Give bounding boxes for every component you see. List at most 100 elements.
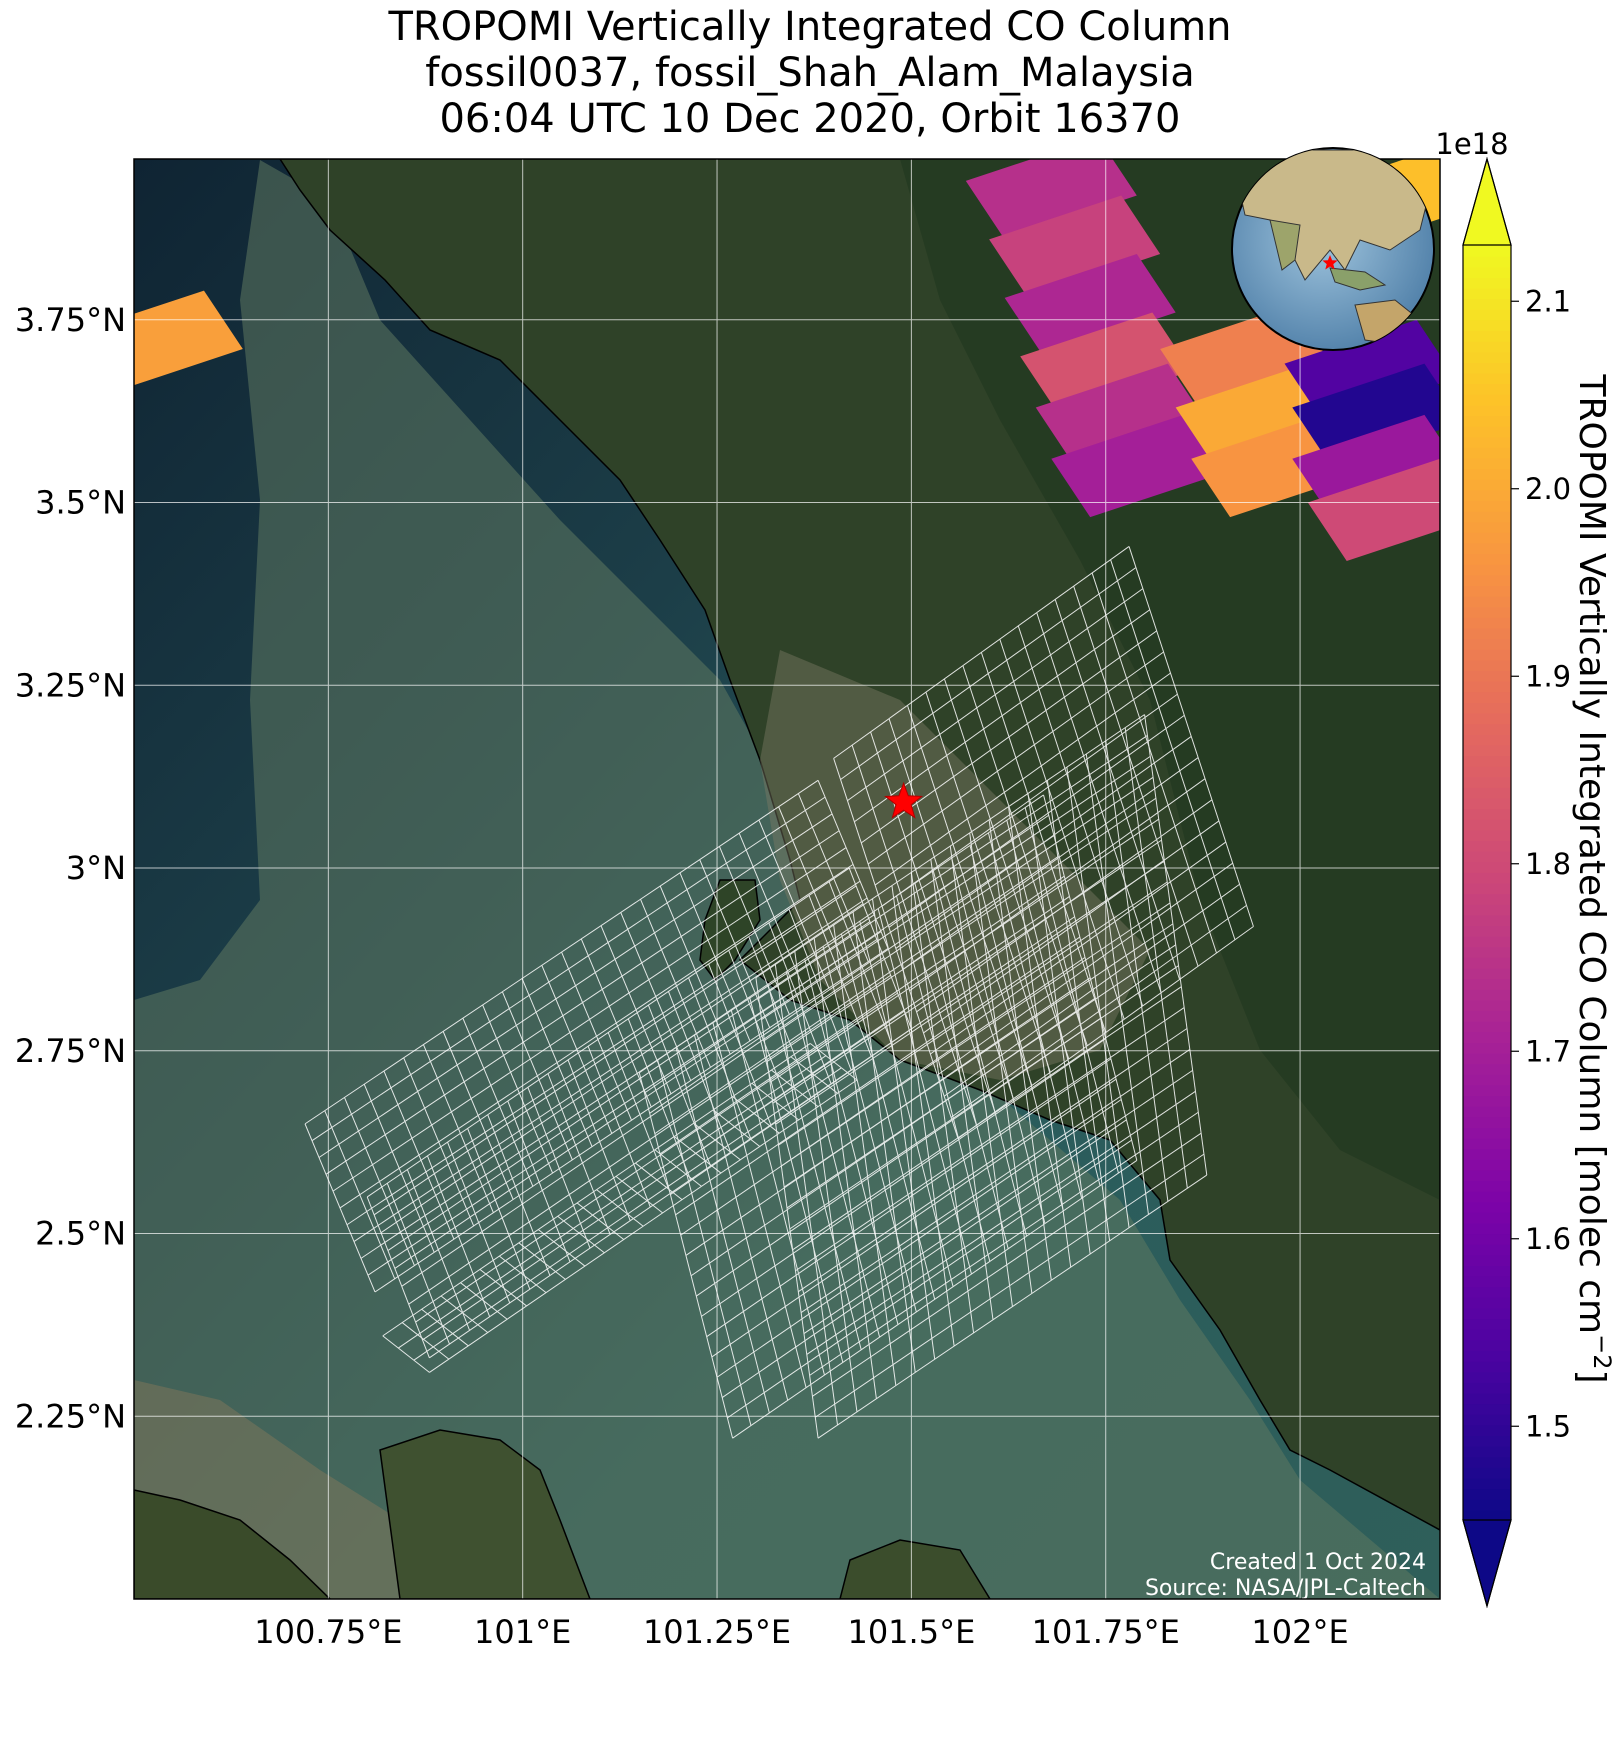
colorbar-step	[1463, 659, 1511, 671]
colorbar-step	[1463, 1286, 1511, 1298]
colorbar-tick-label: 1.7	[1525, 1034, 1571, 1068]
colorbar-step	[1463, 255, 1511, 268]
colorbar-step	[1463, 1180, 1511, 1192]
colorbar-step	[1463, 1265, 1511, 1277]
turbid-coastal-water	[134, 160, 1440, 1599]
footprint-line	[833, 924, 897, 1386]
graticule	[134, 159, 1440, 1599]
footprint-line	[949, 846, 1013, 1307]
footprint-line	[366, 1196, 430, 1358]
colorbar-step	[1463, 574, 1511, 586]
colorbar-step	[1463, 1169, 1511, 1181]
colorbar-tick-label: 2.0	[1525, 472, 1571, 506]
footprint-line	[794, 951, 858, 1412]
colorbar-step	[1463, 468, 1511, 480]
footprint-line	[403, 1057, 475, 1227]
footprint-line	[406, 1169, 471, 1331]
colorbar-step	[1463, 1126, 1511, 1139]
colorbar-step	[1463, 850, 1511, 863]
colorbar-step	[1463, 925, 1511, 937]
colorbar-step	[1463, 1360, 1511, 1373]
footprint-grid	[304, 546, 1254, 1439]
colorbar-step	[1463, 510, 1511, 523]
colorbar-step	[1463, 1466, 1511, 1479]
colorbar-step	[1463, 1381, 1511, 1394]
lon-tick-label: 102°E	[1251, 1613, 1348, 1651]
footprint-line	[755, 714, 1145, 979]
colorbar-step	[1463, 1041, 1511, 1054]
colorbar-step	[1463, 956, 1511, 969]
colorbar-step	[1463, 691, 1511, 703]
colorbar-step	[1463, 701, 1511, 714]
co-pixel	[965, 159, 1137, 240]
colorbar-step	[1463, 446, 1511, 459]
colorbar-gradient	[1463, 245, 1511, 1521]
footprint-line	[699, 859, 771, 1028]
colorbar-step	[1463, 978, 1511, 990]
colorbar-step	[1463, 1020, 1511, 1033]
credit-source: Source: NASA/JPL-Caltech	[1145, 1576, 1426, 1601]
footprint-line	[833, 758, 959, 1139]
footprint-line	[344, 1097, 415, 1266]
lat-tick-label: 3.5°N	[35, 484, 126, 522]
colorbar-step	[1463, 903, 1511, 916]
colorbar-step	[1463, 840, 1511, 852]
colorbar-step	[1463, 871, 1511, 884]
colorbar-step	[1463, 1243, 1511, 1256]
target-star-marker	[884, 781, 924, 819]
footprint-line	[748, 936, 812, 1098]
colorbar-step	[1463, 1148, 1511, 1160]
co-pixel	[989, 195, 1161, 298]
colorbar-step	[1463, 595, 1511, 608]
footprint-line	[774, 964, 839, 1426]
footprint-line	[693, 1034, 789, 1401]
lon-tick-label: 101.75°E	[1032, 1613, 1180, 1651]
colorbar-step	[1463, 1456, 1511, 1468]
colorbar-step	[1463, 1328, 1511, 1341]
co-pixel	[134, 290, 243, 386]
footprint-line	[817, 780, 889, 949]
sumatra-coast	[134, 1489, 332, 1599]
colorbar-multiplier: 1e18	[1435, 127, 1508, 161]
colorbar-step	[1463, 1254, 1511, 1266]
lat-tick-label: 3°N	[66, 849, 126, 887]
colorbar-step	[1463, 670, 1511, 682]
colorbar-step	[1463, 361, 1511, 374]
colorbar-step	[1463, 521, 1511, 533]
colorbar-step	[1463, 988, 1511, 1001]
colorbar-step	[1463, 1233, 1511, 1245]
lat-tick-label: 2.25°N	[15, 1397, 126, 1435]
colorbar-step	[1463, 1084, 1511, 1096]
globe-land-india	[1269, 219, 1301, 271]
colorbar-step	[1463, 287, 1511, 300]
footprint-line	[813, 938, 877, 1399]
footprint-line	[620, 912, 692, 1081]
footprint-line	[657, 1059, 752, 1426]
footprint-line	[467, 1128, 531, 1290]
footprint-line	[422, 1044, 494, 1213]
footprint-line	[732, 1096, 780, 1134]
footprint-line	[675, 1047, 770, 1414]
footprint-line	[1091, 572, 1217, 954]
footprint-line	[749, 996, 844, 1363]
colorbar: 1.5 1.6 1.7 1.8 1.9 2.0 2.1 1e18 TROPOMI Verti…	[1435, 127, 1616, 1609]
footprint-line	[1017, 625, 1144, 1007]
footprint-line	[896, 895, 991, 1262]
colorbar-step	[1463, 1211, 1511, 1224]
colorbar-step	[1463, 425, 1511, 438]
footprint-line	[888, 718, 1014, 1099]
colorbar-step	[1463, 829, 1511, 841]
colorbar-step	[1463, 1116, 1511, 1128]
colorbar-step	[1463, 351, 1511, 363]
footprint-line	[482, 1004, 554, 1174]
footprint-line	[1008, 806, 1072, 1268]
colorbar-step	[1463, 723, 1511, 735]
footprint-line	[1144, 714, 1208, 1176]
colorbar-step	[1463, 1477, 1511, 1490]
colorbar-tick-label: 1.8	[1525, 847, 1571, 881]
colorbar-step	[1463, 1339, 1511, 1351]
colorbar-step	[1463, 266, 1511, 278]
footprint-line	[596, 1189, 644, 1227]
footprint-line	[363, 1084, 435, 1253]
footprint-line	[999, 638, 1125, 1020]
